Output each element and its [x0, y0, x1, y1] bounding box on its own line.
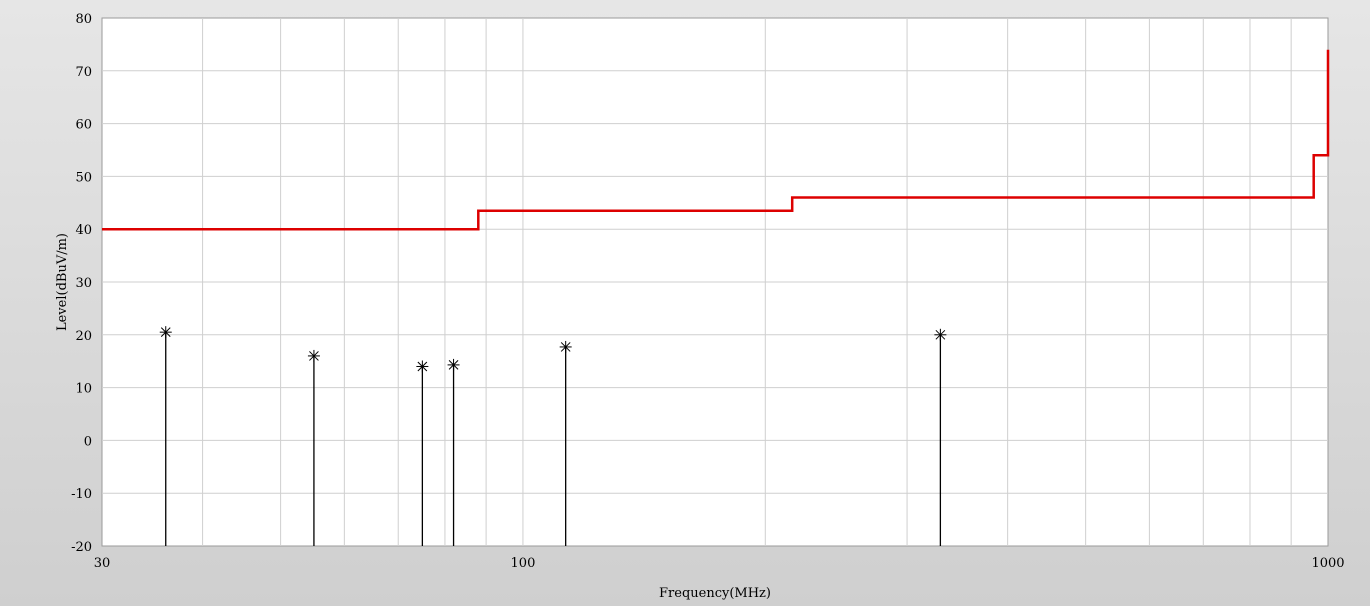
- peak-star: [448, 360, 459, 370]
- y-tick-label: 40: [75, 223, 92, 238]
- y-tick-label: 20: [75, 329, 92, 344]
- peak-star: [160, 327, 171, 338]
- peak-marker: [159, 326, 172, 546]
- y-tick-label: 70: [75, 65, 92, 80]
- y-tick-label: 80: [75, 12, 92, 27]
- peak-star: [309, 351, 319, 361]
- y-tick-label: -20: [71, 540, 92, 555]
- peak-marker: [559, 340, 572, 546]
- x-tick-label: 1000: [1311, 556, 1344, 571]
- peak-star: [935, 329, 946, 340]
- y-tick-label: 50: [75, 170, 92, 185]
- y-tick-label: 30: [75, 276, 92, 291]
- y-tick-labels: 80 70 60 50 40 30 20 10 0 -10 -20: [71, 12, 92, 555]
- x-tick-label: 100: [511, 556, 536, 571]
- x-tick-label: 30: [94, 556, 111, 571]
- peak-marker: [307, 349, 320, 546]
- y-tick-label: -10: [71, 487, 92, 502]
- y-tick-label: 0: [84, 434, 92, 449]
- x-axis-label: Frequency(MHz): [659, 586, 771, 601]
- peak-star: [417, 361, 428, 372]
- series-layer: [102, 49, 1330, 546]
- x-tick-labels: 30 100 1000: [94, 556, 1345, 571]
- y-axis-label: Level(dBuV/m): [55, 233, 70, 331]
- peak-marker: [934, 328, 947, 546]
- grid: [102, 18, 1328, 546]
- peak-marker: [416, 360, 429, 546]
- limit-line: [102, 49, 1330, 231]
- peak-star: [560, 342, 571, 352]
- y-tick-label: 60: [75, 118, 92, 133]
- peak-marker: [447, 358, 460, 546]
- y-tick-label: 10: [75, 382, 92, 397]
